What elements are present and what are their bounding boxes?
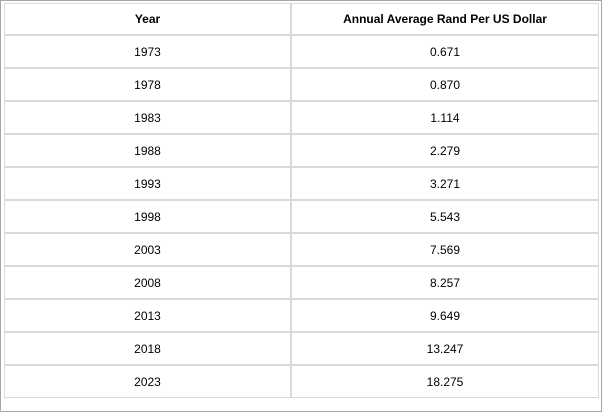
table-row: 1983 1.114 xyxy=(4,101,599,134)
header-row: Year Annual Average Rand Per US Dollar xyxy=(4,3,599,35)
rate-cell: 18.275 xyxy=(291,365,599,398)
rate-cell: 8.257 xyxy=(291,266,599,299)
year-cell: 1978 xyxy=(4,68,291,101)
year-cell: 2013 xyxy=(4,299,291,332)
table-row: 1973 0.671 xyxy=(4,35,599,68)
rate-cell: 0.870 xyxy=(291,68,599,101)
year-cell: 1988 xyxy=(4,134,291,167)
table-row: 1993 3.271 xyxy=(4,167,599,200)
rate-cell: 13.247 xyxy=(291,332,599,365)
rate-cell: 2.279 xyxy=(291,134,599,167)
year-cell: 2018 xyxy=(4,332,291,365)
year-cell: 2008 xyxy=(4,266,291,299)
rate-cell: 7.569 xyxy=(291,233,599,266)
rate-cell: 0.671 xyxy=(291,35,599,68)
year-cell: 1983 xyxy=(4,101,291,134)
year-cell: 1973 xyxy=(4,35,291,68)
year-cell: 1993 xyxy=(4,167,291,200)
year-cell: 1998 xyxy=(4,200,291,233)
column-header-rate: Annual Average Rand Per US Dollar xyxy=(291,3,599,35)
year-cell: 2003 xyxy=(4,233,291,266)
table-row: 2008 8.257 xyxy=(4,266,599,299)
rate-cell: 3.271 xyxy=(291,167,599,200)
column-header-year: Year xyxy=(4,3,291,35)
year-cell: 2023 xyxy=(4,365,291,398)
table-row: 2003 7.569 xyxy=(4,233,599,266)
table-row: 2023 18.275 xyxy=(4,365,599,398)
rate-cell: 9.649 xyxy=(291,299,599,332)
rate-cell: 1.114 xyxy=(291,101,599,134)
table-row: 1988 2.279 xyxy=(4,134,599,167)
table-row: 1978 0.870 xyxy=(4,68,599,101)
table-row: 2013 9.649 xyxy=(4,299,599,332)
table-row: 1998 5.543 xyxy=(4,200,599,233)
table-row: 2018 13.247 xyxy=(4,332,599,365)
exchange-rate-table: Year Annual Average Rand Per US Dollar 1… xyxy=(4,3,599,398)
rate-cell: 5.543 xyxy=(291,200,599,233)
